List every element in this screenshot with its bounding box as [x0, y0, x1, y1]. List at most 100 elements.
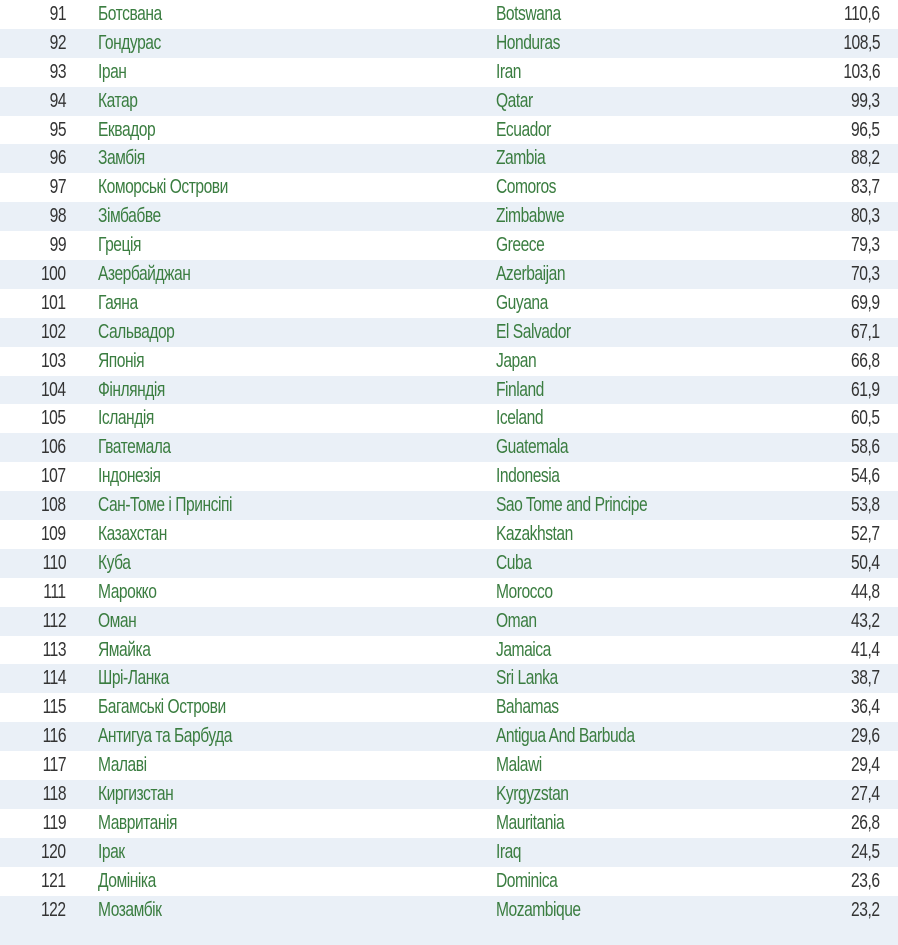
table-row: 107 Індонезія Indonesia 54,6: [0, 462, 898, 491]
table-row: 92 Гондурас Honduras 108,5: [0, 28, 898, 58]
table-row: 105 Ісландія Iceland 60,5: [0, 404, 898, 433]
table-row: 110 Куба Cuba 50,4: [0, 548, 898, 578]
country-name-en: Japan: [496, 349, 537, 372]
table-row: 122 Мозамбік Mozambique 23,2: [0, 895, 898, 925]
table-row: 108 Сан-Томе і Принсіпі Sao Tome and Princ…: [0, 491, 898, 521]
table-row: 96 Замбія Zambia 88,2: [0, 144, 898, 174]
value-cell: 69,9: [851, 291, 881, 314]
table-row: 119 Мавританія Mauritania 26,8: [0, 809, 898, 838]
rank-cell: 112: [42, 609, 67, 632]
country-name-en: Ecuador: [496, 118, 551, 141]
country-name-ua: Ірак: [98, 840, 125, 863]
country-name-ua: Еквадор: [98, 118, 156, 141]
country-name-ua: Азербайджан: [98, 262, 191, 285]
value-cell: 29,4: [851, 754, 881, 777]
country-name-en: Zambia: [496, 147, 546, 170]
country-name-en: Qatar: [496, 89, 533, 112]
country-name-en: Kyrgyzstan: [496, 782, 569, 805]
country-name-ua: Антигуа та Барбуда: [98, 725, 233, 748]
value-cell: 54,6: [851, 465, 881, 488]
country-name-en: Sri Lanka: [496, 667, 558, 690]
rank-cell: 96: [49, 147, 67, 170]
country-name-ua: Малаві: [98, 754, 147, 777]
rank-cell: 115: [42, 696, 67, 719]
country-name-en: Botswana: [496, 2, 561, 25]
country-name-ua: Фінляндія: [98, 378, 165, 401]
country-name-ua: Куба: [98, 551, 131, 574]
rank-cell: 105: [41, 407, 66, 430]
value-cell: 52,7: [851, 522, 881, 545]
table-row: 91 Ботсвана Botswana 110,6: [0, 0, 898, 29]
country-name-ua: Японія: [98, 349, 145, 372]
rank-cell: 91: [49, 2, 67, 25]
country-name-en: Bahamas: [496, 696, 559, 719]
value-cell: 27,4: [851, 782, 881, 805]
country-name-ua: Зімбабве: [98, 205, 161, 228]
rank-cell: 122: [41, 898, 66, 921]
country-name-en: Oman: [496, 609, 537, 632]
country-name-en: Kazakhstan: [496, 522, 573, 545]
table-row: 111 Марокко Morocco 44,8: [0, 578, 898, 607]
country-name-en: Morocco: [496, 580, 553, 603]
table-row: 104 Фінляндія Finland 61,9: [0, 375, 898, 405]
value-cell: 36,4: [851, 696, 881, 719]
country-name-ua: Мавританія: [98, 811, 178, 834]
country-name-ua: Коморські Острови: [98, 176, 228, 199]
country-name-ua: Гватемала: [98, 436, 171, 459]
rank-cell: 95: [49, 118, 67, 141]
country-name-ua: Катар: [98, 89, 138, 112]
country-name-ua: Оман: [98, 609, 137, 632]
value-cell: 96,5: [851, 118, 881, 141]
country-name-ua: Киргизстан: [98, 782, 174, 805]
value-cell: 24,5: [851, 840, 881, 863]
value-cell: 67,1: [851, 320, 881, 343]
country-name-en: Honduras: [496, 31, 560, 54]
rank-cell: 98: [49, 205, 67, 228]
country-name-en: Malawi: [496, 754, 542, 777]
country-name-en: Sao Tome and Principe: [496, 494, 648, 517]
table-row: 106 Гватемала Guatemala 58,6: [0, 433, 898, 463]
value-cell: 80,3: [851, 205, 881, 228]
table-row: 93 Іран Iran 103,6: [0, 58, 898, 87]
value-cell: 44,8: [851, 580, 881, 603]
value-cell: 108,5: [843, 31, 880, 54]
rank-cell: 97: [49, 176, 67, 199]
table-row: 120 Ірак Iraq 24,5: [0, 837, 898, 867]
value-cell: 53,8: [851, 494, 881, 517]
value-cell: 79,3: [851, 234, 881, 257]
country-name-en: Dominica: [496, 869, 558, 892]
table-row: 112 Оман Oman 43,2: [0, 606, 898, 636]
country-name-en: Finland: [496, 378, 544, 401]
country-name-ua: Іран: [98, 60, 127, 83]
table-row: 114 Шрі-Ланка Sri Lanka 38,7: [0, 664, 898, 694]
value-cell: 23,6: [851, 869, 881, 892]
country-name-ua: Шрі-Ланка: [98, 667, 169, 690]
rank-cell: 110: [42, 551, 67, 574]
table-row: 113 Ямайка Jamaica 41,4: [0, 636, 898, 665]
country-name-en: Cuba: [496, 551, 532, 574]
rank-cell: 94: [49, 89, 67, 112]
table-row: 109 Казахстан Kazakhstan 52,7: [0, 520, 898, 549]
rank-cell: 107: [41, 465, 66, 488]
rank-cell: 119: [42, 811, 67, 834]
value-cell: 50,4: [851, 551, 881, 574]
rank-cell: 106: [41, 436, 66, 459]
rank-cell: 117: [42, 754, 67, 777]
rank-cell: 116: [42, 725, 67, 748]
country-name-en: Indonesia: [496, 465, 560, 488]
country-name-ua: Замбія: [98, 147, 145, 170]
table-row: 118 Киргизстан Kyrgyzstan 27,4: [0, 780, 898, 809]
country-name-ua: Індонезія: [98, 465, 161, 488]
value-cell: 23,2: [851, 898, 881, 921]
value-cell: 70,3: [851, 262, 881, 285]
country-name-ua: Гаяна: [98, 291, 138, 314]
table-row: 100 Азербайджан Azerbaijan 70,3: [0, 260, 898, 289]
country-name-en: Guatemala: [496, 436, 569, 459]
table-row: 101 Гаяна Guyana 69,9: [0, 289, 898, 318]
country-name-en: Mozambique: [496, 898, 581, 921]
country-name-en: Guyana: [496, 291, 548, 314]
rank-cell: 108: [41, 494, 66, 517]
table-row: 115 Багамські Острови Bahamas 36,4: [0, 693, 898, 722]
table-row: 103 Японія Japan 66,8: [0, 347, 898, 376]
